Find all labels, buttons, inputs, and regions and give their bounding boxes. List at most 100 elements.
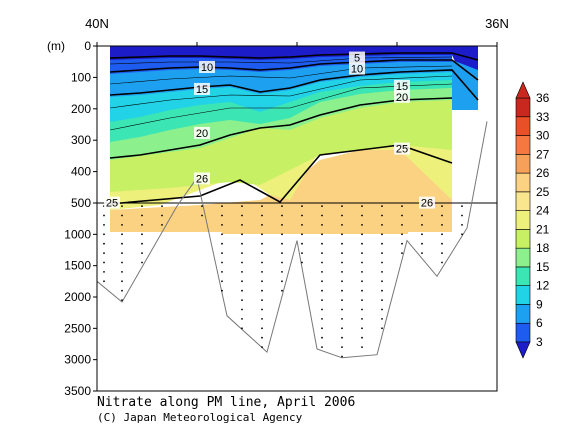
station-dot (301, 233, 303, 236)
contour-label: 5 (354, 53, 360, 65)
station-dot (381, 327, 383, 330)
x-label-right: 36N (485, 16, 509, 31)
station-dot (221, 280, 223, 283)
station-dot (361, 242, 363, 245)
station-dot (381, 289, 383, 292)
x-axis-ticks (96, 42, 498, 46)
station-dot (103, 224, 105, 226)
station-dot (241, 308, 243, 311)
y-tick-label: 3000 (64, 353, 91, 367)
station-dot (261, 299, 263, 301)
station-dot (381, 261, 383, 264)
station-dot (241, 318, 243, 320)
station-dot (281, 214, 283, 217)
colorbar-tick-label: 18 (536, 241, 550, 255)
y-tick-label: 3500 (64, 384, 91, 398)
chart-credit: (C) Japan Meteorological Agency (97, 411, 303, 424)
contour-20 (109, 97, 453, 159)
station-dot (421, 224, 423, 226)
station-dot (141, 242, 143, 245)
station-dot (341, 242, 343, 245)
contour-label: 10 (201, 62, 213, 74)
station-dot (121, 280, 123, 283)
band-24 (110, 98, 452, 192)
colorbar-cell (515, 229, 531, 249)
station-dot (301, 224, 303, 226)
contour-label-bg (194, 172, 210, 185)
station-dot (121, 214, 123, 217)
station-dot (221, 242, 223, 245)
station-dot (321, 308, 323, 311)
contour-thin-c (109, 75, 453, 109)
station-dot (281, 252, 283, 255)
station-dot (441, 261, 443, 264)
station-dot (421, 233, 423, 236)
contour-label: 10 (351, 64, 363, 76)
station-dot (361, 299, 363, 301)
station-dot (281, 224, 283, 226)
station-dot (121, 242, 123, 245)
station-dot (103, 233, 105, 236)
contour-thin-a (109, 56, 453, 65)
station-dot (241, 271, 243, 273)
colorbar-tick-label: 33 (536, 110, 550, 124)
colorbar-cell (515, 304, 531, 324)
colorbar-tick-label: 26 (536, 166, 550, 180)
station-dot (221, 233, 223, 236)
station-dot (401, 205, 403, 208)
station-dot (141, 214, 143, 217)
station-dot (221, 252, 223, 255)
station-dot (141, 252, 143, 255)
station-dot (301, 242, 303, 245)
contour-label-bg (194, 126, 210, 139)
station-dot (121, 261, 123, 264)
station-dot (241, 299, 243, 301)
contour-label: 26 (421, 198, 433, 210)
station-dot (261, 289, 263, 292)
station-dot (441, 233, 443, 236)
station-dot (201, 214, 203, 217)
station-dot (261, 336, 263, 339)
station-dot (401, 214, 403, 217)
station-dot (401, 252, 403, 255)
contour-label-bg (394, 142, 410, 155)
station-dot (361, 233, 363, 236)
station-dot (321, 318, 323, 320)
station-dot (281, 289, 283, 292)
colorbar-cell (515, 266, 531, 286)
station-dot (321, 224, 323, 226)
colorbar-cell (515, 322, 531, 343)
colorbar-cell (515, 172, 531, 193)
station-dot (103, 280, 105, 283)
station-dot (361, 318, 363, 320)
colorbar-high-end (515, 81, 531, 99)
station-dot (441, 205, 443, 208)
station-dot (221, 261, 223, 264)
colorbar-tick-label: 25 (536, 185, 550, 199)
station-dot (261, 318, 263, 320)
colorbar-tick-label: 30 (536, 129, 550, 143)
colorbar-tick-label: 3 (536, 335, 543, 349)
station-dot (361, 308, 363, 311)
station-dot (381, 308, 383, 311)
station-dot (321, 261, 323, 264)
y-tick-label: 300 (71, 133, 91, 147)
colorbar-cell (515, 116, 531, 136)
colorbar-tick-label: 36 (536, 91, 550, 105)
station-dot (461, 214, 463, 217)
station-dot (401, 242, 403, 245)
station-dot (321, 214, 323, 217)
contour-lines (109, 52, 479, 205)
station-dot (461, 205, 463, 208)
station-dot (261, 242, 263, 245)
station-dot (301, 252, 303, 255)
station-dot (281, 242, 283, 245)
station-dot (281, 280, 283, 283)
y-tick-label: 200 (71, 102, 91, 116)
station-dot (361, 327, 363, 330)
station-dot (441, 252, 443, 255)
colorbar-cell (515, 285, 531, 305)
station-dot (321, 280, 323, 283)
station-dot (341, 346, 343, 348)
